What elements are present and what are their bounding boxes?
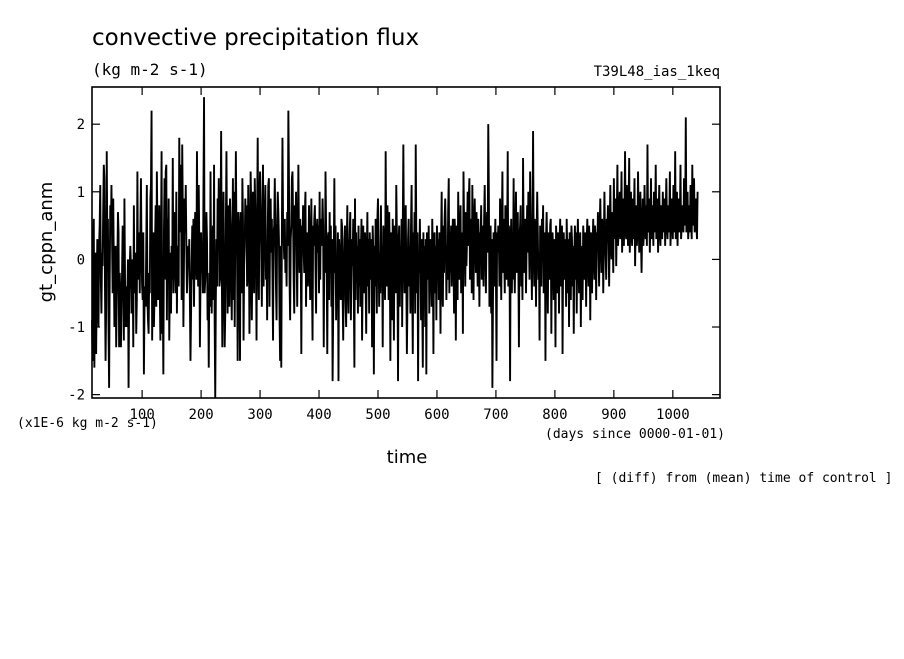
- x-tick-label-300: 300: [247, 407, 272, 423]
- y-tick-label-1: 1: [77, 185, 85, 201]
- series-layer: [91, 97, 699, 399]
- x-tick-label-800: 800: [542, 407, 567, 423]
- y-axis-title: gt_cppn_anm: [36, 182, 57, 303]
- series-line-0: [91, 97, 699, 399]
- y-tick-label--1: -1: [68, 320, 85, 336]
- x-axis-title: time: [387, 447, 428, 468]
- x-tick-label-600: 600: [424, 407, 449, 423]
- y-tick-label--2: -2: [68, 388, 85, 404]
- ticks-layer: 100 200 300 400 500 600 700 800 900 1000 -2 -1 0 1 2: [68, 87, 720, 423]
- x-tick-label-1000: 1000: [656, 407, 690, 423]
- x-axis-unit: (days since 0000-01-01): [545, 427, 725, 442]
- x-tick-label-700: 700: [483, 407, 508, 423]
- y-tick-label-0: 0: [77, 252, 85, 268]
- x-tick-label-400: 400: [306, 407, 331, 423]
- x-tick-label-900: 900: [601, 407, 626, 423]
- run-label: T39L48_ias_1keq: [594, 64, 720, 80]
- plot-frame: [91, 86, 721, 399]
- x-tick-label-200: 200: [188, 407, 213, 423]
- footnote: [ (diff) from (mean) time of control ]: [595, 471, 892, 486]
- x-tick-label-500: 500: [365, 407, 390, 423]
- x-tick-label-100: 100: [129, 407, 154, 423]
- chart-subtitle: (kg m-2 s-1): [92, 60, 208, 79]
- y-axis-unit: (x1E-6 kg m-2 s-1): [17, 416, 158, 431]
- y-tick-label-2: 2: [77, 117, 85, 133]
- chart-title: convective precipitation flux: [92, 25, 419, 51]
